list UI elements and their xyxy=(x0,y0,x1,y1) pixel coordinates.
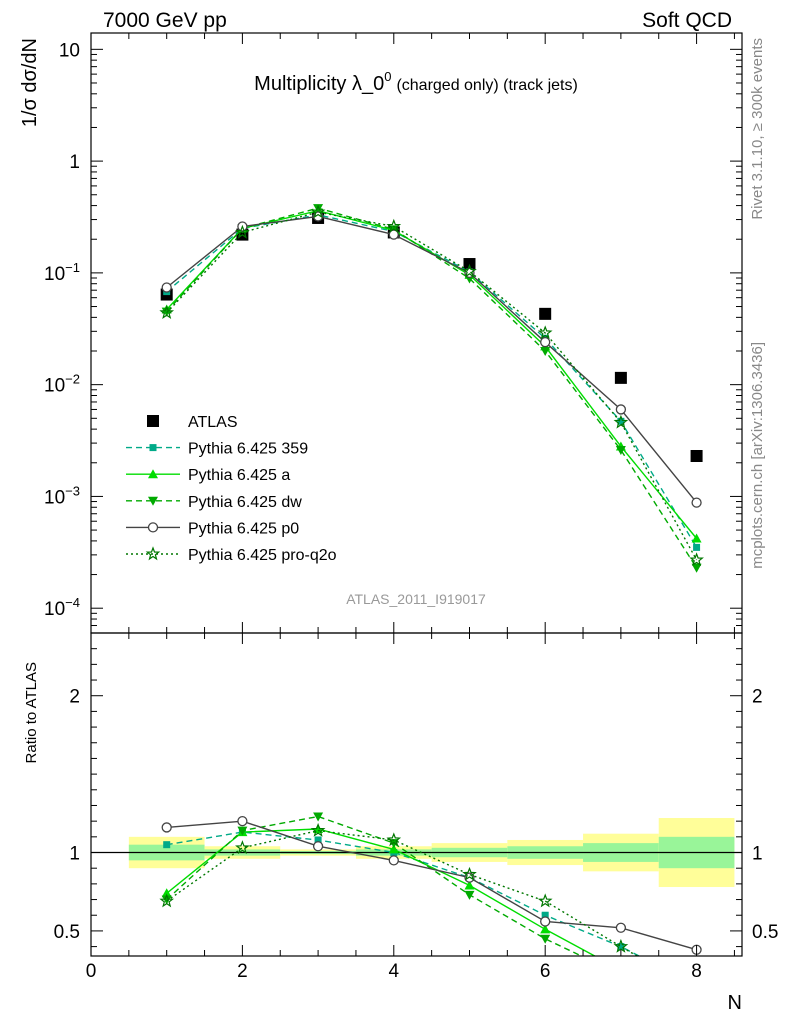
ratio-y-tick-label: 1 xyxy=(69,844,80,865)
legend-marker-pythia-6-425-359 xyxy=(149,444,157,452)
ratio-point-pythia-6-425-dw xyxy=(313,812,324,822)
data-point-pythia-6-425-dw xyxy=(313,204,324,214)
data-point-pythia-6-425-p0 xyxy=(615,404,627,415)
data-point-pythia-6-425-dw xyxy=(691,563,702,573)
data-point-pythia-6-425-p0 xyxy=(691,497,702,508)
ratio-point-pythia-6-425-359 xyxy=(314,836,322,844)
ratio-point-pythia-6-425-a xyxy=(540,924,551,934)
ratio-point-pythia-6-425-pro-q2o xyxy=(613,938,629,953)
legend-label-pythia-6-425-pro-q2o: Pythia 6.425 pro-q2o xyxy=(188,547,337,564)
legend-label-atlas: ATLAS xyxy=(188,414,238,431)
series-line-pythia-6-425-dw xyxy=(166,207,698,569)
ratio-line-pythia-6-425-a xyxy=(166,828,597,956)
data-point-atlas xyxy=(614,371,627,384)
mcplots-label: mcplots.cern.ch [arXiv:1306.3436] xyxy=(749,342,766,569)
ratio-point-pythia-6-425-a xyxy=(161,888,172,898)
ratio-point-pythia-6-425-a xyxy=(464,880,475,890)
ratio-point-pythia-6-425-p0 xyxy=(312,841,324,852)
x-tick-label: 0 xyxy=(86,961,97,982)
legend-label-pythia-6-425-359: Pythia 6.425 359 xyxy=(188,441,308,458)
y-tick-label: 1 xyxy=(69,152,80,173)
ratio-point-pythia-6-425-dw xyxy=(161,895,172,905)
data-point-pythia-6-425-p0 xyxy=(540,337,551,348)
legend-label-pythia-6-425-a: Pythia 6.425 a xyxy=(188,467,290,484)
data-point-pythia-6-425-dw xyxy=(615,446,626,456)
legend-marker-pythia-6-425-a xyxy=(148,469,158,479)
legend-marker-pythia-6-425-pro-q2o xyxy=(145,546,161,561)
x-tick-label: 4 xyxy=(389,961,400,982)
data-point-pythia-6-425-359 xyxy=(693,543,701,551)
ratio-line-pythia-6-425-pro-q2o xyxy=(166,829,639,956)
data-point-pythia-6-425-p0 xyxy=(161,282,172,293)
ratio-point-pythia-6-425-p0 xyxy=(237,816,248,827)
ratio-point-pythia-6-425-359 xyxy=(163,841,171,849)
top-plot-frame xyxy=(90,32,743,634)
energy-label: 7000 GeV pp xyxy=(103,9,227,32)
ratio-point-pythia-6-425-a xyxy=(388,844,399,854)
ratio-y-axis-label: Ratio to ATLAS xyxy=(23,662,40,763)
data-point-pythia-6-425-359 xyxy=(617,417,625,425)
data-point-pythia-6-425-pro-q2o xyxy=(689,552,704,567)
data-point-pythia-6-425-pro-q2o xyxy=(462,263,477,278)
series-line-pythia-6-425-p0 xyxy=(166,215,698,504)
data-point-pythia-6-425-pro-q2o xyxy=(235,224,250,239)
x-tick-label: 8 xyxy=(691,961,702,982)
data-point-pythia-6-425-p0 xyxy=(388,229,399,240)
data-point-pythia-6-425-pro-q2o xyxy=(310,204,326,219)
ratio-point-pythia-6-425-359 xyxy=(617,943,625,951)
ratio-point-pythia-6-425-p0 xyxy=(540,916,551,927)
ratio-y-tick-label-right: 0.5 xyxy=(752,922,778,943)
ratio-point-pythia-6-425-pro-q2o xyxy=(386,832,402,847)
ratio-y-tick-label: 0.5 xyxy=(54,922,80,943)
ratio-plot-frame xyxy=(90,632,743,957)
legend-label-pythia-6-425-dw: Pythia 6.425 dw xyxy=(188,494,302,511)
chart-title: Multiplicity λ_00(charged only) (track j… xyxy=(254,69,578,95)
ratio-y-tick-label-right: 1 xyxy=(752,844,763,865)
ratio-point-pythia-6-425-pro-q2o xyxy=(462,866,477,881)
data-point-pythia-6-425-a xyxy=(691,533,702,543)
ratio-y-tick-label-right: 2 xyxy=(752,687,763,708)
x-axis-label: N xyxy=(728,992,742,1014)
ratio-line-pythia-6-425-359 xyxy=(166,831,641,956)
analysis-label: ATLAS_2011_I919017 xyxy=(346,591,486,607)
ratio-point-pythia-6-425-pro-q2o xyxy=(159,893,175,908)
data-point-pythia-6-425-pro-q2o xyxy=(537,325,553,340)
ratio-point-pythia-6-425-pro-q2o xyxy=(310,822,326,837)
top-y-axis-label: 1/σ dσ/dN xyxy=(19,38,41,127)
x-tick-label: 6 xyxy=(540,961,551,982)
ratio-point-pythia-6-425-359 xyxy=(541,911,549,919)
data-point-pythia-6-425-dw xyxy=(540,347,551,357)
data-point-pythia-6-425-pro-q2o xyxy=(386,218,402,233)
ratio-point-pythia-6-425-pro-q2o xyxy=(537,893,553,908)
ratio-point-pythia-6-425-p0 xyxy=(388,855,399,866)
y-tick-label: 10−1 xyxy=(44,260,80,285)
y-tick-label: 10−4 xyxy=(44,595,80,620)
y-tick-label: 10−2 xyxy=(44,372,80,397)
data-point-pythia-6-425-pro-q2o xyxy=(159,304,175,320)
ratio-point-pythia-6-425-pro-q2o xyxy=(235,840,250,855)
ratio-y-tick-label: 2 xyxy=(69,687,80,708)
ratio-point-pythia-6-425-dw xyxy=(464,890,475,900)
y-tick-label: 10 xyxy=(59,40,80,61)
y-tick-label: 10−3 xyxy=(44,483,80,508)
category-label: Soft QCD xyxy=(642,9,732,32)
ratio-point-pythia-6-425-p0 xyxy=(615,922,627,933)
ratio-point-pythia-6-425-dw xyxy=(540,934,551,944)
rivet-version-label: Rivet 3.1.10, ≥ 300k events xyxy=(749,38,766,220)
ratio-point-pythia-6-425-p0 xyxy=(161,822,172,833)
data-point-atlas xyxy=(690,449,703,462)
ratio-point-pythia-6-425-dw xyxy=(237,826,248,836)
legend-marker-atlas xyxy=(147,415,159,427)
legend-marker-pythia-6-425-dw xyxy=(148,496,158,506)
x-tick-label: 2 xyxy=(237,961,248,982)
legend-label-pythia-6-425-p0: Pythia 6.425 p0 xyxy=(188,520,299,537)
data-point-pythia-6-425-pro-q2o xyxy=(613,414,629,429)
ratio-line-pythia-6-425-p0 xyxy=(166,820,697,951)
legend-marker-pythia-6-425-p0 xyxy=(147,522,159,533)
data-point-atlas xyxy=(539,307,552,320)
